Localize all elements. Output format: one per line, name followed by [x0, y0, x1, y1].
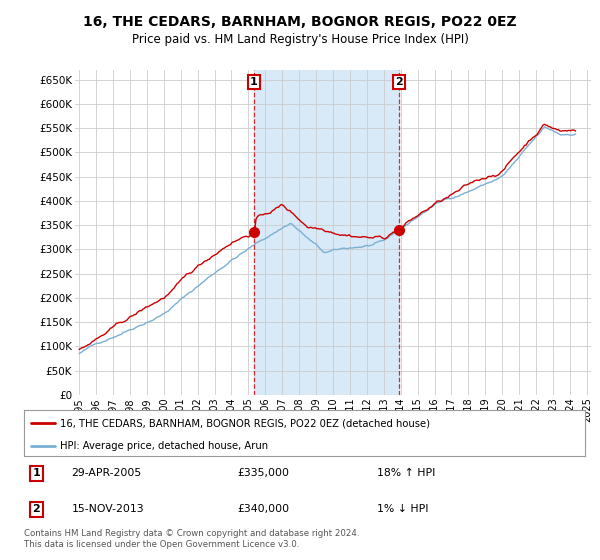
Text: Contains HM Land Registry data © Crown copyright and database right 2024.: Contains HM Land Registry data © Crown c… [24, 529, 359, 538]
Text: 29-APR-2005: 29-APR-2005 [71, 468, 142, 478]
Text: This data is licensed under the Open Government Licence v3.0.: This data is licensed under the Open Gov… [24, 540, 299, 549]
Text: 15-NOV-2013: 15-NOV-2013 [71, 505, 145, 515]
Text: Price paid vs. HM Land Registry's House Price Index (HPI): Price paid vs. HM Land Registry's House … [131, 32, 469, 46]
Text: HPI: Average price, detached house, Arun: HPI: Average price, detached house, Arun [61, 441, 269, 451]
Text: £335,000: £335,000 [237, 468, 289, 478]
Text: 2: 2 [395, 77, 403, 87]
Text: 2: 2 [32, 505, 40, 515]
Text: 16, THE CEDARS, BARNHAM, BOGNOR REGIS, PO22 0EZ (detached house): 16, THE CEDARS, BARNHAM, BOGNOR REGIS, P… [61, 418, 430, 428]
Text: £340,000: £340,000 [237, 505, 289, 515]
Text: 1% ↓ HPI: 1% ↓ HPI [377, 505, 429, 515]
Text: 1: 1 [250, 77, 257, 87]
Bar [254, 70, 398, 395]
Text: 16, THE CEDARS, BARNHAM, BOGNOR REGIS, PO22 0EZ: 16, THE CEDARS, BARNHAM, BOGNOR REGIS, P… [83, 15, 517, 29]
Text: 1: 1 [32, 468, 40, 478]
Text: 18% ↑ HPI: 18% ↑ HPI [377, 468, 436, 478]
